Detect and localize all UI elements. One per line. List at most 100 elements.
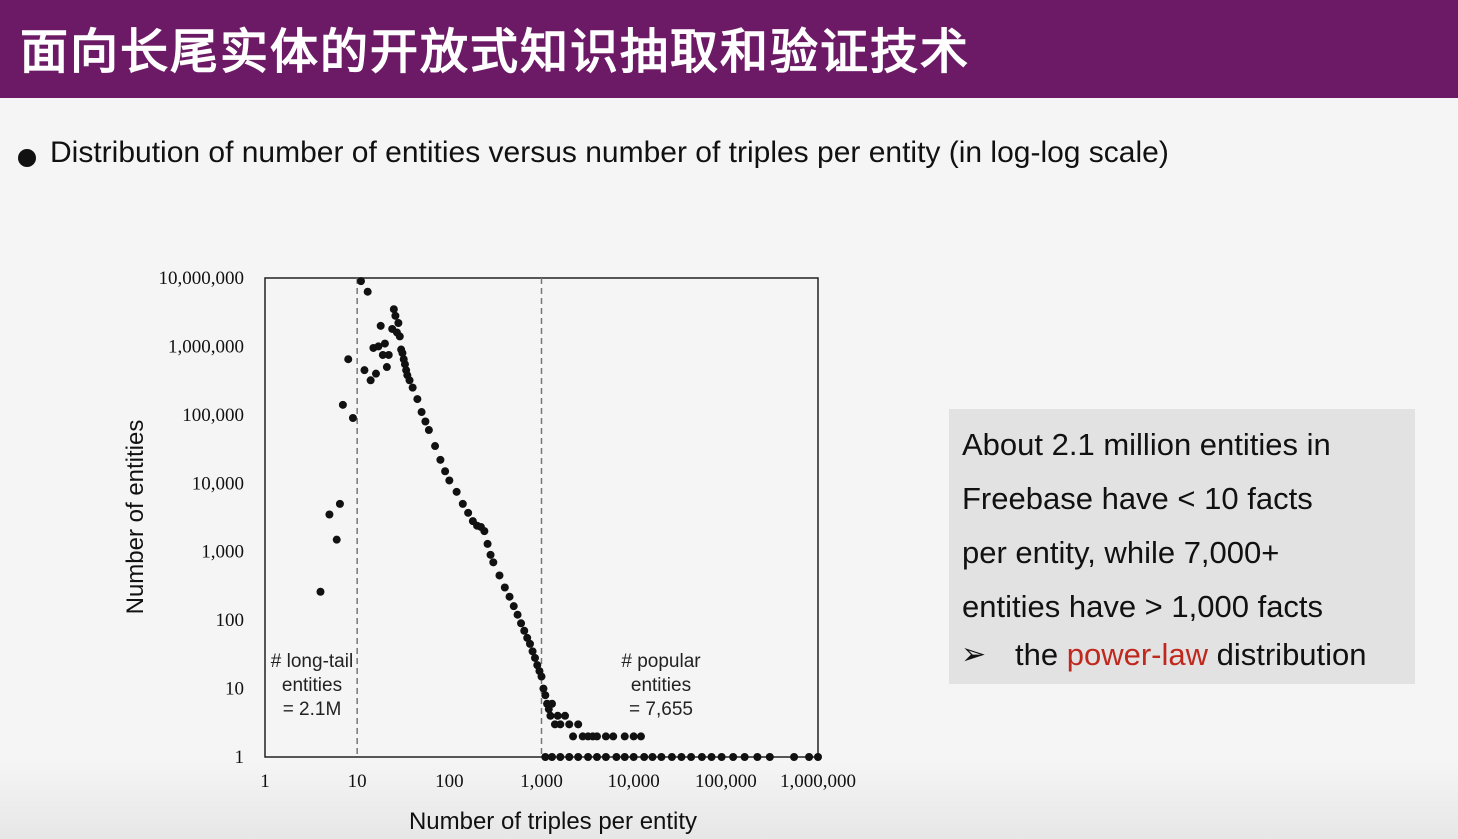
data-point: [601, 753, 610, 761]
slide-title: 面向长尾实体的开放式知识抽取和验证技术: [20, 24, 971, 80]
data-point: [360, 366, 369, 375]
annotation-text: entities: [631, 675, 691, 696]
data-point: [640, 753, 649, 761]
data-point: [707, 753, 716, 761]
y-tick-label: 1: [235, 747, 245, 768]
data-point: [687, 753, 696, 761]
data-point: [525, 639, 534, 648]
data-point: [740, 753, 749, 761]
x-tick-label: 1,000,000: [780, 771, 856, 792]
y-axis-title: Number of entities: [122, 420, 149, 615]
callout-box: About 2.1 million entities in Freebase h…: [949, 409, 1415, 684]
x-tick-label: 100,000: [695, 771, 757, 792]
data-point: [400, 360, 409, 369]
conclusion-suffix: distribution: [1208, 637, 1367, 672]
callout-line-4: entities have > 1,000 facts: [962, 589, 1324, 624]
data-point: [520, 626, 529, 635]
data-point: [561, 711, 570, 720]
data-point: [384, 350, 393, 359]
data-point: [556, 753, 565, 761]
data-point: [495, 571, 504, 580]
data-point: [517, 619, 526, 628]
data-point: [609, 732, 618, 741]
data-point: [765, 753, 774, 761]
y-tick-label: 1,000: [201, 542, 244, 563]
data-point: [458, 499, 467, 508]
x-tick-label: 1,000: [520, 771, 563, 792]
data-point: [374, 342, 383, 351]
data-point: [486, 550, 495, 559]
data-point: [548, 753, 557, 761]
data-point: [332, 535, 341, 544]
y-tick-label: 10: [225, 679, 244, 700]
data-point: [539, 684, 548, 693]
data-point: [565, 720, 574, 729]
data-point: [391, 311, 400, 320]
data-point: [483, 539, 492, 548]
arrow-bullet-icon: ➢: [961, 637, 987, 672]
data-point: [569, 732, 578, 741]
data-point: [445, 476, 454, 485]
data-point: [489, 558, 498, 567]
x-tick-label: 10,000: [608, 771, 660, 792]
data-point: [344, 355, 353, 364]
data-point: [424, 426, 433, 435]
data-point: [316, 587, 325, 596]
data-point: [408, 383, 417, 392]
bullet-text: Distribution of number of entities versu…: [50, 136, 1169, 169]
y-tick-label: 1,000,000: [168, 336, 244, 357]
y-tick-label: 10,000,000: [159, 268, 245, 289]
data-point: [394, 318, 403, 327]
data-point: [530, 653, 539, 662]
data-point: [335, 499, 344, 508]
data-point: [325, 510, 334, 519]
data-point: [452, 487, 461, 496]
data-point: [657, 753, 666, 761]
data-point: [348, 413, 357, 422]
data-point: [636, 732, 645, 741]
callout-line-1: About 2.1 million entities in: [962, 427, 1331, 462]
data-point: [592, 732, 601, 741]
data-point: [464, 508, 473, 517]
x-tick-label: 1: [260, 771, 270, 792]
data-point: [338, 400, 347, 409]
data-point: [509, 602, 518, 611]
data-point: [697, 753, 706, 761]
callout-conclusion: the power-law distribution: [1015, 637, 1367, 673]
power-law-highlight: power-law: [1066, 637, 1208, 672]
data-point: [356, 277, 365, 286]
data-point: [601, 732, 610, 741]
data-point: [431, 442, 440, 451]
data-point: [729, 753, 738, 761]
data-point: [584, 753, 593, 761]
data-point: [513, 610, 522, 619]
data-point: [417, 408, 426, 417]
annotation-text: = 2.1M: [283, 699, 342, 720]
y-tick-label: 100,000: [182, 405, 244, 426]
data-point: [413, 395, 422, 404]
x-axis-title: Number of triples per entity: [409, 808, 697, 835]
data-point: [541, 691, 550, 700]
data-point: [405, 376, 414, 385]
data-point: [421, 417, 430, 426]
x-tick-label: 10: [348, 771, 367, 792]
annotation-text: = 7,655: [629, 699, 693, 720]
annotation-text: # long-tail: [271, 651, 353, 672]
data-point: [436, 455, 445, 464]
data-point: [548, 699, 557, 708]
conclusion-prefix: the: [1015, 637, 1067, 672]
data-point: [376, 321, 385, 330]
data-point: [790, 753, 799, 761]
title-bar: 面向长尾实体的开放式知识抽取和验证技术: [0, 0, 1458, 98]
data-point: [528, 647, 537, 656]
data-point: [574, 753, 583, 761]
data-point: [395, 332, 404, 341]
data-point: [648, 753, 657, 761]
annotation-text: entities: [282, 675, 342, 696]
data-point: [366, 376, 375, 385]
data-point: [398, 349, 407, 358]
data-point: [592, 753, 601, 761]
data-point: [523, 633, 532, 642]
data-point: [541, 753, 550, 761]
data-point: [805, 753, 814, 761]
